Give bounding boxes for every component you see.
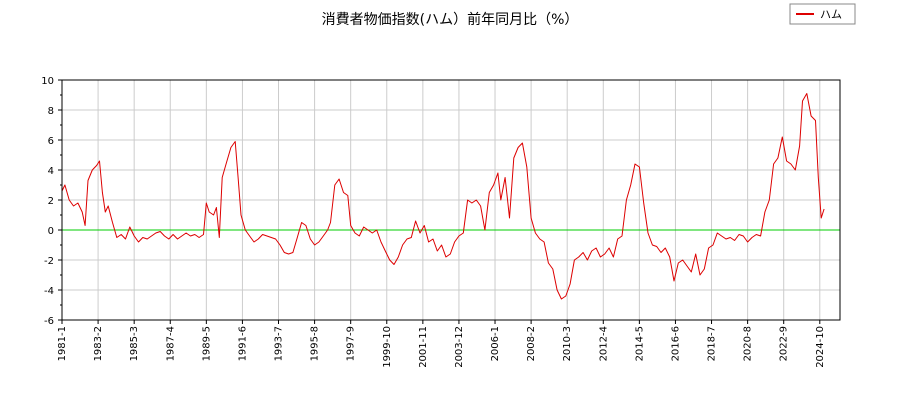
legend-label: ハム [820, 8, 842, 21]
x-tick-label: 2024-10 [815, 326, 826, 368]
grid [61, 79, 840, 321]
y-tick-label: 8 [48, 106, 54, 117]
x-tick-label: 1995-8 [310, 326, 321, 361]
x-tick-label: 2008-2 [526, 326, 537, 361]
y-tick-label: 4 [48, 166, 54, 177]
x-tick-label: 1999-10 [382, 326, 393, 368]
y-tick-label: -4 [44, 286, 54, 297]
x-tick-labels: 1981-1 1983-2 1985-3 1987-4 1989-5 1991-6 1993… [57, 326, 826, 368]
x-tick-label: 2010-3 [562, 326, 573, 361]
x-tick-label: 2006-1 [490, 326, 501, 361]
x-tick-label: 2018-7 [707, 326, 718, 361]
plot-border [61, 79, 841, 321]
x-tick-label: 1985-3 [129, 326, 140, 361]
x-tick-label: 2003-12 [454, 326, 465, 368]
x-tick-label: 2022-9 [779, 326, 790, 361]
x-tick-label: 2012-4 [598, 326, 609, 361]
x-tick-label: 1989-5 [201, 326, 212, 361]
x-tick-label: 1993-7 [274, 326, 285, 361]
legend: ハム [789, 3, 856, 25]
chart-title: 消費者物価指数(ハム）前年同月比（%） [322, 11, 579, 28]
x-tick-label: 1981-1 [57, 326, 68, 361]
x-tick-label: 1997-9 [346, 326, 357, 361]
y-tick-label: 6 [48, 136, 54, 147]
x-tick-label: 2016-6 [670, 326, 681, 361]
x-tick-label: 2001-11 [418, 326, 429, 368]
y-tick-label: 10 [41, 76, 54, 87]
y-tick-label: -2 [44, 256, 54, 267]
x-tick-label: 1983-2 [93, 326, 104, 361]
plot-series [61, 93, 825, 300]
x-tick-label: 2014-5 [634, 326, 645, 361]
legend-box [789, 3, 856, 25]
y-tick-label: -6 [44, 316, 54, 327]
x-tick-label: 1991-6 [237, 326, 248, 361]
x-tick-label: 2020-8 [743, 326, 754, 361]
x-tick-label: 1987-4 [165, 326, 176, 361]
y-tick-label: 0 [48, 226, 54, 237]
y-tick-label: 2 [48, 196, 54, 207]
series-line-ham [61, 93, 825, 300]
y-tick-labels: -6 -4 -2 0 2 4 6 8 10 [41, 76, 54, 327]
axes [58, 79, 841, 324]
